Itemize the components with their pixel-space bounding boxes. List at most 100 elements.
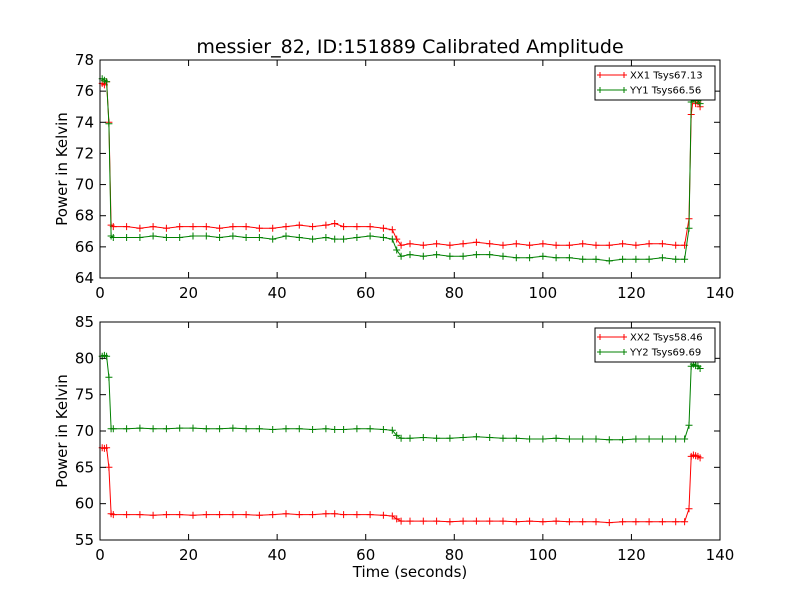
data-point [685,421,693,429]
data-point [579,435,587,443]
data-point [433,251,441,259]
y-tick-label: 64 [75,269,94,287]
data-point [255,224,263,232]
data-point [459,517,467,525]
data-point [282,425,290,433]
data-point [605,257,613,265]
data-point [282,232,290,240]
data-point [645,435,653,443]
data-point [216,511,224,519]
data-point [322,234,330,241]
series-line [102,447,701,524]
data-point [681,435,689,443]
legend-entry: XX1 Tsys67.13 [597,71,703,82]
data-point [406,517,414,525]
y-tick-label: 55 [75,531,94,549]
data-point [136,234,144,241]
data-point [658,254,666,262]
data-point [109,425,117,433]
data-point [512,518,520,526]
legend-label: YY2 Tsys69.69 [629,348,701,359]
data-point [202,425,210,433]
plot-frame [99,59,721,279]
data-point [499,434,507,442]
data-point [295,425,303,433]
legend-marker [597,334,603,340]
data-point [459,434,467,441]
data-point [136,511,144,519]
data-point [322,221,330,229]
legend-entry: YY1 Tsys66.56 [597,86,701,97]
data-point [552,517,560,525]
data-point [309,223,317,231]
data-point [109,234,117,241]
data-point [526,435,534,443]
data-point [526,517,534,525]
data-point [433,517,441,525]
data-point [366,425,374,433]
data-point [552,241,560,249]
series-line [102,354,701,441]
data-point [619,436,627,444]
data-point [340,511,348,519]
data-point [322,425,330,433]
data-point [433,240,441,248]
data-point [605,241,613,249]
data-point [388,226,396,234]
data-point [433,434,441,442]
data-point [242,223,250,231]
data-point [619,240,627,248]
data-point [242,511,250,519]
data-point [632,255,640,263]
data-point [406,240,414,248]
data-point [397,517,405,525]
data-point [295,511,303,519]
data-point [526,254,534,262]
x-tick-label: 80 [445,284,464,302]
data-point [331,510,339,518]
data-point [539,518,547,526]
data-point [388,235,396,243]
data-point [149,425,157,433]
data-point [472,251,480,259]
data-point [605,436,613,444]
y-tick-label: 70 [75,176,94,194]
x-tick-label: 20 [179,284,198,302]
legend-marker [621,72,627,78]
data-point [309,235,317,243]
data-point [552,434,560,442]
y-tick-label: 70 [75,422,94,440]
data-point [565,254,573,262]
data-point [229,232,237,240]
legend-marker [621,87,627,93]
y-tick-label: 78 [75,51,94,69]
y-tick-label: 75 [75,386,94,404]
data-point [619,518,627,526]
x-tick-label: 140 [706,284,735,302]
series-2-1 [98,444,704,527]
legend-label: YY1 Tsys66.56 [629,86,701,97]
data-point [103,78,111,86]
series-2-2 [98,351,704,444]
data-point [176,234,184,241]
data-point [105,373,113,381]
x-tick-label: 40 [268,284,287,302]
data-point [696,100,704,108]
data-point [123,234,131,241]
data-point [379,234,387,241]
x-tick-label: 20 [179,546,198,564]
data-point [309,511,317,519]
data-point [552,254,560,262]
data-point [322,510,330,518]
data-point [645,518,653,526]
data-point [446,518,454,526]
data-point [216,425,224,433]
data-point [539,252,547,260]
data-point [331,426,339,433]
data-point [565,241,573,249]
data-point [499,517,507,525]
data-point [366,511,374,519]
data-point [685,224,693,232]
legend-label: XX2 Tsys58.46 [630,333,703,344]
data-point [645,240,653,248]
